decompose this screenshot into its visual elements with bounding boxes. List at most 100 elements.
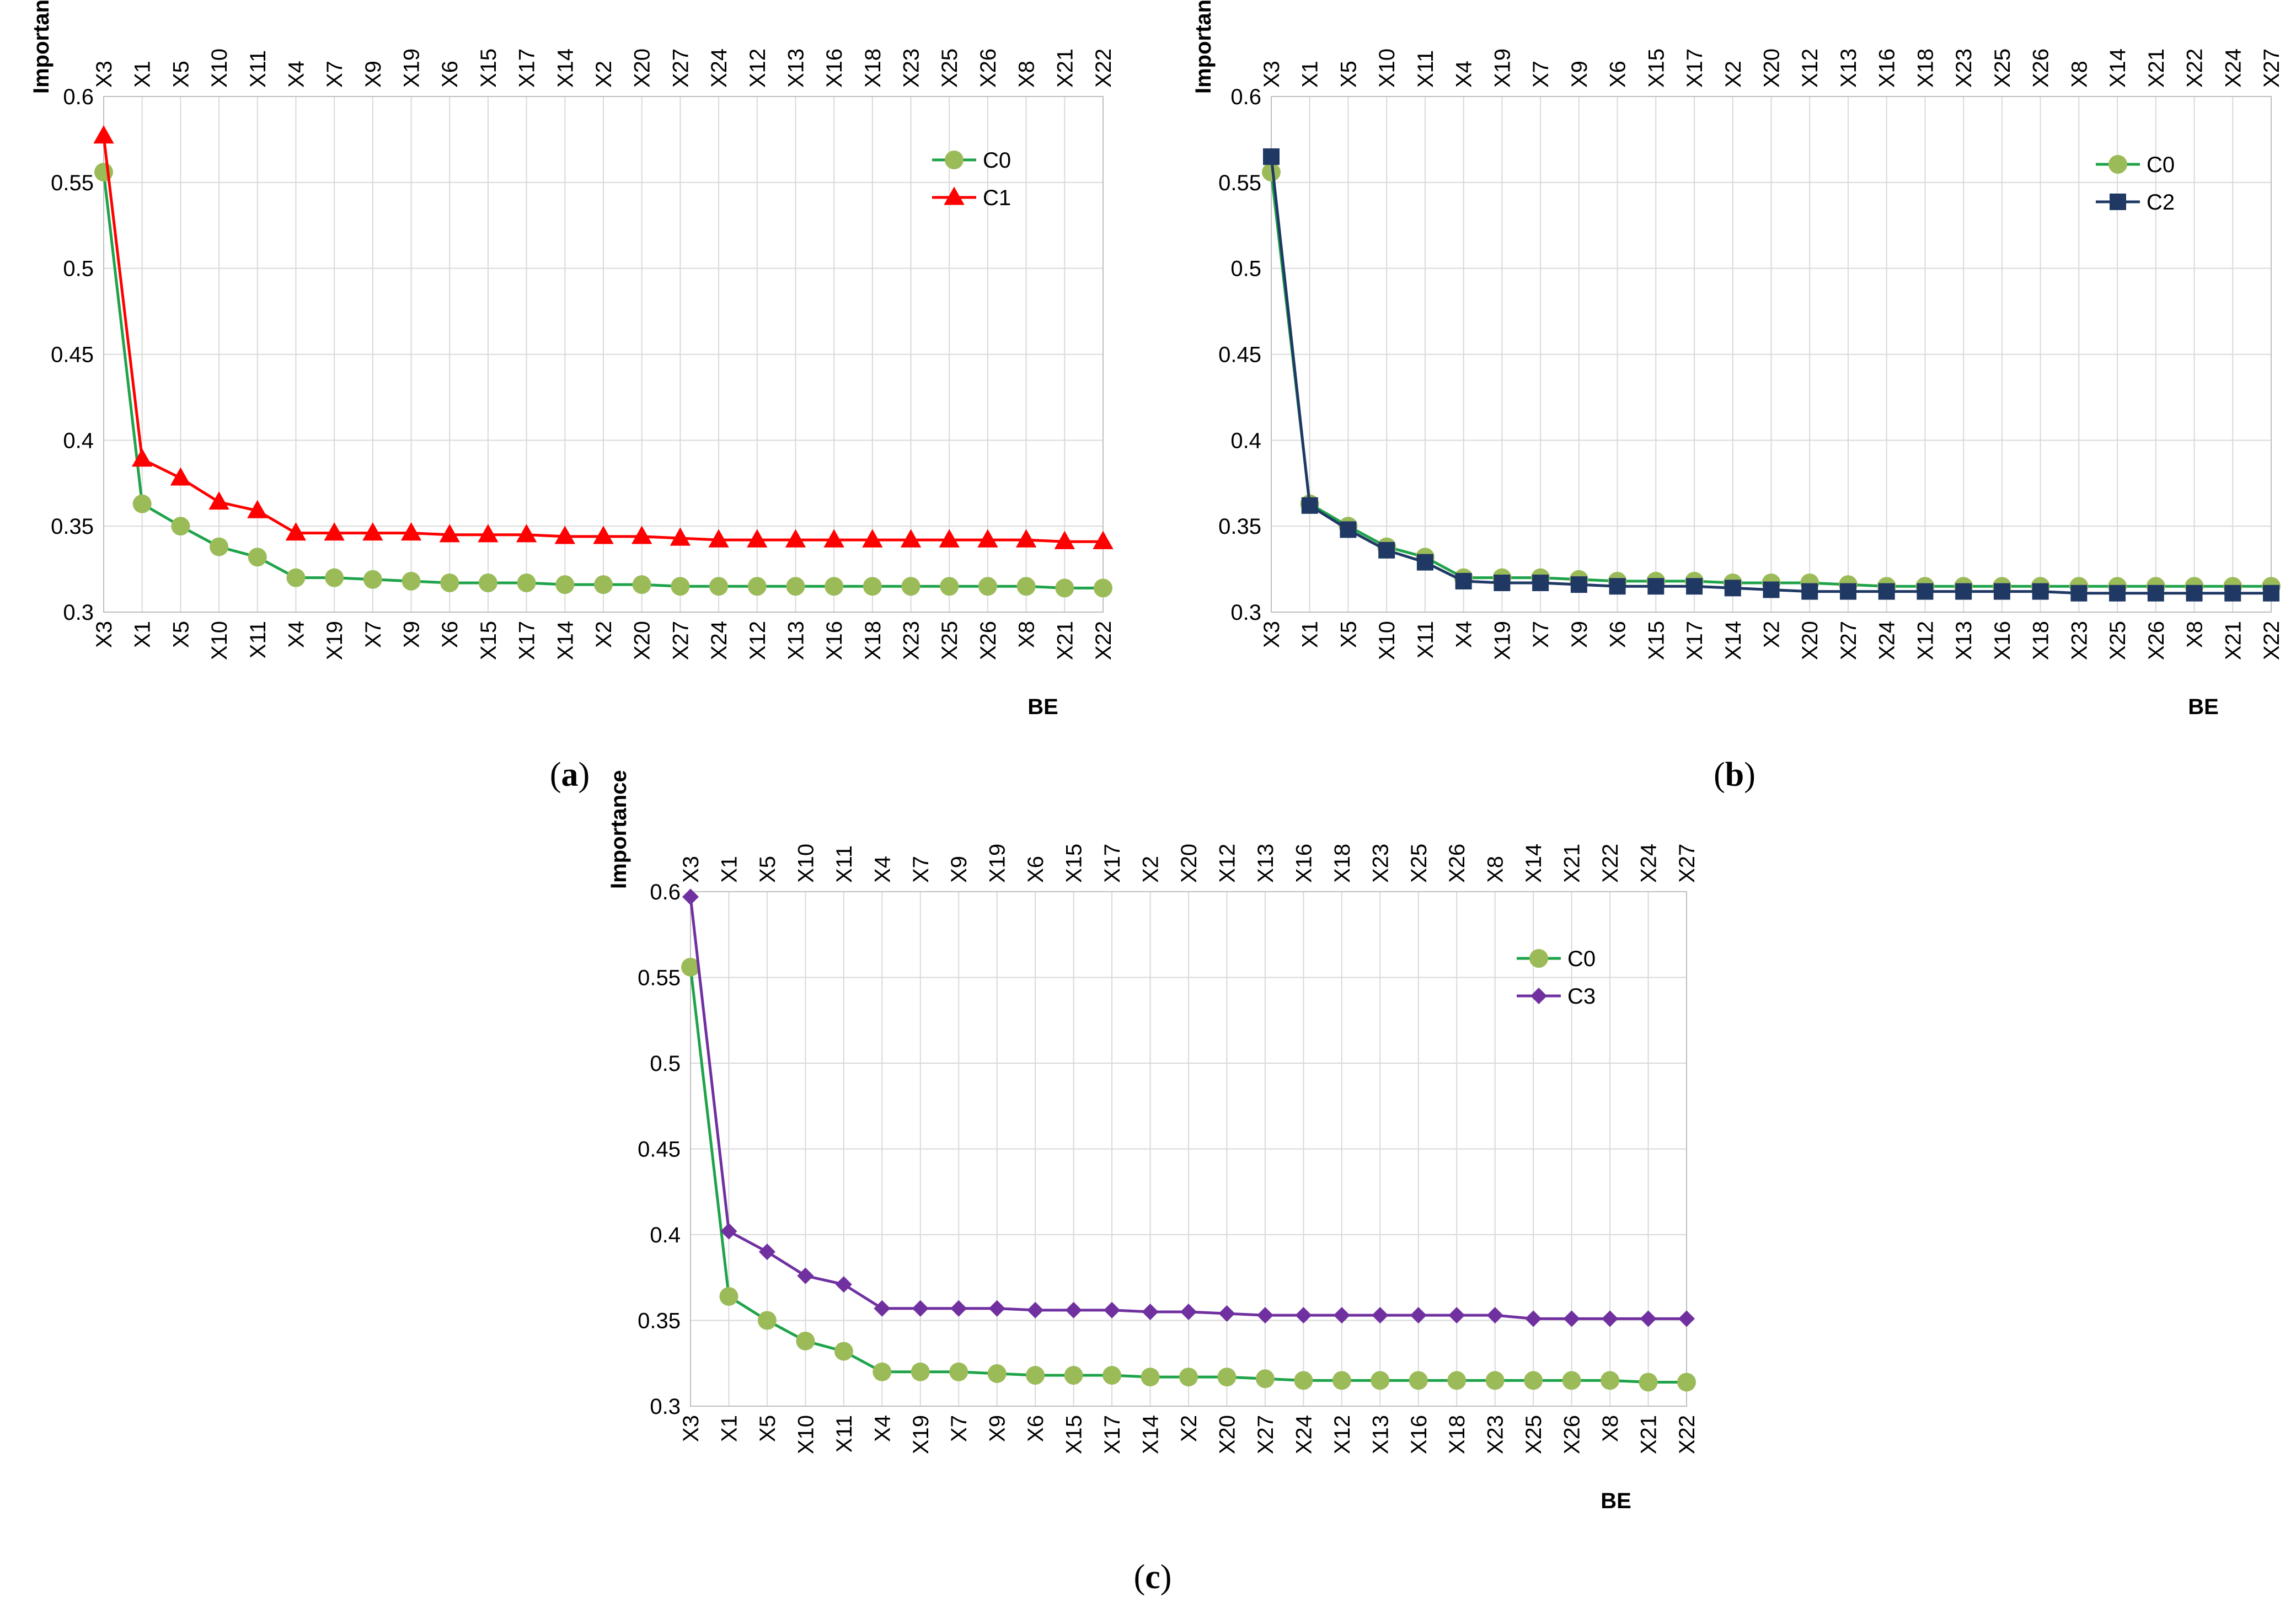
y-axis-title: Importance (607, 770, 631, 889)
top-tick-label: X5 (169, 61, 193, 88)
bottom-tick-label: X17 (1683, 621, 1707, 660)
bottom-tick-label: X23 (900, 621, 924, 660)
data-point (1647, 578, 1665, 595)
legend-label: C0 (1567, 947, 1596, 971)
bottom-tick-label: X24 (707, 621, 731, 660)
data-point (2109, 585, 2126, 602)
top-tick-label: X10 (207, 49, 232, 88)
data-point (1563, 1310, 1580, 1327)
bottom-tick-label: X5 (1336, 621, 1361, 648)
bottom-tick-label: X16 (1990, 621, 2015, 660)
top-tick-label: X8 (1484, 856, 1508, 883)
data-point (825, 577, 844, 596)
data-point (208, 491, 229, 510)
y-axis-title: Importance (1191, 0, 1216, 94)
top-tick-label: X21 (1053, 49, 1077, 88)
caption-paren-close: ) (1160, 1558, 1172, 1596)
chart-b: 0.30.350.40.450.50.550.6X3 X1 X5 X10 X11 X4 X1… (1191, 0, 2284, 794)
caption: (a) (550, 756, 590, 794)
bottom-tick-label: X21 (2221, 621, 2245, 660)
data-point (1256, 1307, 1273, 1324)
data-point (912, 1300, 929, 1317)
top-tick-label: X6 (1024, 856, 1048, 883)
legend-marker (2108, 155, 2127, 174)
data-point (1378, 542, 1395, 559)
x-axis-title: BE (2188, 695, 2219, 719)
data-point (1026, 1366, 1045, 1385)
top-tick-label: X24 (707, 49, 731, 88)
caption-letter: b (1725, 756, 1744, 794)
bottom-tick-label: X18 (1445, 1415, 1469, 1454)
data-point (1485, 1371, 1505, 1390)
top-tick-label: X26 (976, 49, 1000, 88)
data-point (594, 575, 613, 594)
legend-label: C1 (983, 186, 1011, 210)
top-tick-label: X27 (1675, 844, 1699, 883)
data-point (671, 577, 690, 596)
y-tick-label: 0.3 (650, 1395, 681, 1419)
legend-marker (944, 186, 965, 205)
top-tick-label: X19 (1490, 49, 1514, 88)
data-point (1094, 578, 1112, 598)
data-point (1601, 1371, 1620, 1390)
data-point (1639, 1373, 1658, 1392)
data-point (1878, 583, 1895, 600)
data-point (2224, 585, 2241, 602)
top-tick-label: X27 (2260, 49, 2284, 88)
data-point (708, 529, 729, 548)
bottom-tick-label: X27 (1837, 621, 1861, 660)
data-point (478, 573, 497, 593)
y-tick-label: 0.55 (51, 171, 94, 195)
bottom-tick-label: X10 (794, 1415, 818, 1454)
bottom-tick-label: X3 (679, 1415, 703, 1442)
top-tick-label: X24 (2221, 49, 2245, 88)
bottom-tick-label: X9 (986, 1415, 1010, 1442)
top-tick-label: X7 (909, 856, 933, 883)
data-point (1409, 1371, 1428, 1390)
bottom-tick-label: X13 (1368, 1415, 1393, 1454)
data-point (1294, 1371, 1313, 1390)
data-point (1054, 530, 1075, 549)
top-tick-label: X22 (2183, 49, 2207, 88)
top-tick-label: X4 (284, 61, 308, 88)
bottom-tick-label: X23 (2067, 621, 2091, 660)
y-tick-label: 0.55 (638, 966, 681, 990)
bottom-tick-label: X25 (938, 621, 962, 660)
top-tick-label: X3 (1260, 61, 1284, 88)
top-tick-label: X8 (1015, 61, 1039, 88)
y-tick-label: 0.35 (638, 1309, 681, 1333)
data-point (440, 573, 459, 593)
y-tick-label: 0.5 (1230, 257, 1261, 281)
y-tick-label: 0.6 (63, 85, 94, 109)
data-point (863, 577, 882, 596)
top-tick-label: X25 (938, 49, 962, 88)
top-tick-label: X15 (1644, 49, 1668, 88)
data-point (1524, 1371, 1543, 1390)
legend-marker (1530, 988, 1547, 1004)
data-point (796, 1331, 815, 1350)
data-point (93, 125, 114, 144)
data-point (1801, 583, 1818, 600)
bottom-tick-label: X7 (361, 621, 386, 648)
data-point (1064, 1366, 1083, 1385)
bottom-tick-label: X2 (1177, 1415, 1201, 1442)
bottom-tick-label: X8 (1015, 621, 1039, 648)
bottom-tick-label: X22 (1091, 621, 1116, 660)
top-tick-label: X20 (1177, 844, 1201, 883)
data-point (940, 577, 959, 596)
bottom-tick-label: X7 (1529, 621, 1553, 648)
top-tick-label: X14 (1522, 844, 1546, 883)
top-tick-label: X4 (870, 856, 895, 883)
data-point (1724, 580, 1741, 597)
data-point (1763, 581, 1780, 598)
bottom-tick-label: X13 (784, 621, 808, 660)
top-tick-label: X13 (1254, 844, 1278, 883)
y-tick-label: 0.55 (1218, 171, 1261, 195)
legend-label: C3 (1567, 984, 1596, 1009)
data-point (1917, 583, 1934, 600)
top-tick-label: X14 (553, 49, 577, 88)
data-point (285, 522, 307, 541)
data-point (363, 570, 382, 589)
caption-paren-close: ) (1744, 756, 1756, 794)
top-tick-label: X24 (1637, 844, 1661, 883)
